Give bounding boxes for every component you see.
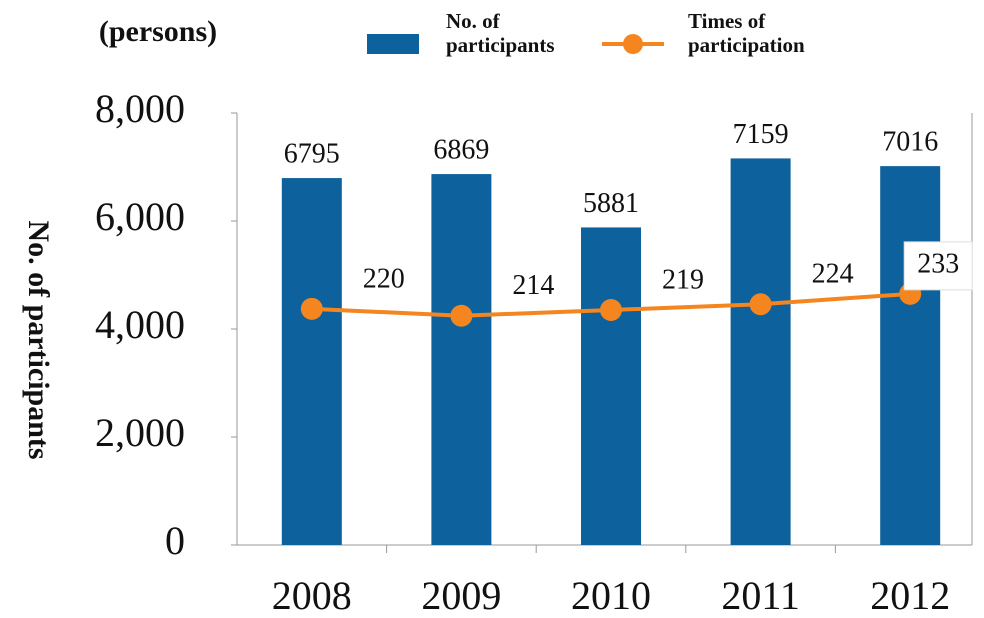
x-tick-label: 2008 xyxy=(272,573,352,618)
bar xyxy=(730,158,791,545)
line-value-label: 233 xyxy=(917,248,959,279)
line-marker xyxy=(600,298,622,321)
legend-swatch-bar xyxy=(367,34,419,54)
bar-value-label: 5881 xyxy=(583,188,639,219)
y-tick-label: 4,000 xyxy=(95,302,185,347)
bar xyxy=(281,178,342,545)
bar xyxy=(880,166,941,546)
x-tick-label: 2009 xyxy=(421,573,501,618)
legend-entry: Times of participation xyxy=(688,9,805,57)
legend-entry: No. of participants xyxy=(446,9,555,57)
line-value-label: 224 xyxy=(812,259,854,290)
x-tick-label: 2011 xyxy=(721,573,800,618)
bar-value-label: 6795 xyxy=(284,138,340,169)
line-value-label: 214 xyxy=(512,270,554,301)
line-marker xyxy=(749,293,772,316)
legend-swatch-marker xyxy=(623,34,643,54)
y-tick-label: 2,000 xyxy=(95,410,185,455)
y-tick-label: 8,000 xyxy=(95,86,185,131)
y-tick-label: 6,000 xyxy=(95,194,185,239)
y-tick-label: 0 xyxy=(165,518,185,563)
line-marker xyxy=(300,297,323,320)
bar-value-label: 7016 xyxy=(882,127,938,158)
bar-value-label: 6869 xyxy=(433,134,489,165)
bar-value-label: 7159 xyxy=(733,119,789,150)
label-box xyxy=(903,241,973,291)
x-tick-label: 2012 xyxy=(870,573,950,618)
line-value-label: 220 xyxy=(363,263,405,294)
bar xyxy=(581,227,641,545)
line-value-label: 219 xyxy=(662,264,704,295)
unit-label: (persons) xyxy=(99,15,217,48)
x-tick-label: 2010 xyxy=(571,573,651,618)
line-marker xyxy=(450,304,473,327)
y-axis-title: No. of participants xyxy=(22,220,55,459)
bar xyxy=(431,174,492,545)
